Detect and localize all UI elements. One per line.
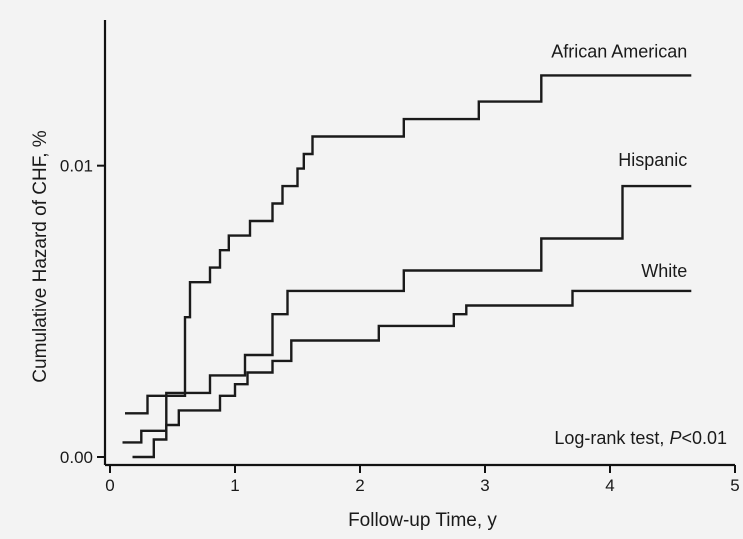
x-tick-label: 2 bbox=[355, 476, 364, 495]
series-label-african-american: African American bbox=[551, 41, 687, 61]
x-ticks: 0 1 2 3 4 5 bbox=[105, 465, 740, 495]
y-axis-label: Cumulative Hazard of CHF, % bbox=[30, 130, 51, 382]
axes bbox=[103, 20, 735, 467]
series-labels: African American Hispanic White bbox=[551, 41, 687, 281]
series-line-white bbox=[132, 289, 692, 459]
y-tick-label: 0.00 bbox=[60, 448, 93, 467]
y-ticks: 0.00 0.01 bbox=[60, 157, 105, 467]
x-tick-label: 0 bbox=[105, 476, 114, 495]
series-line-hispanic bbox=[122, 184, 692, 444]
y-tick-label: 0.01 bbox=[60, 157, 93, 176]
annotation-prefix: Log-rank test, bbox=[554, 428, 669, 448]
series-label-hispanic: Hispanic bbox=[618, 150, 687, 170]
x-tick-label: 5 bbox=[730, 476, 739, 495]
annotation-suffix: <0.01 bbox=[681, 428, 727, 448]
x-tick-label: 3 bbox=[480, 476, 489, 495]
series-label-white: White bbox=[641, 261, 687, 281]
x-tick-label: 1 bbox=[230, 476, 239, 495]
series-curves bbox=[122, 74, 692, 459]
series-line-african-american bbox=[125, 74, 692, 415]
annotation-p-symbol: P bbox=[669, 428, 681, 448]
log-rank-annotation: Log-rank test, P<0.01 bbox=[554, 428, 727, 448]
x-tick-label: 4 bbox=[605, 476, 614, 495]
x-axis-label: Follow-up Time, y bbox=[348, 510, 497, 531]
